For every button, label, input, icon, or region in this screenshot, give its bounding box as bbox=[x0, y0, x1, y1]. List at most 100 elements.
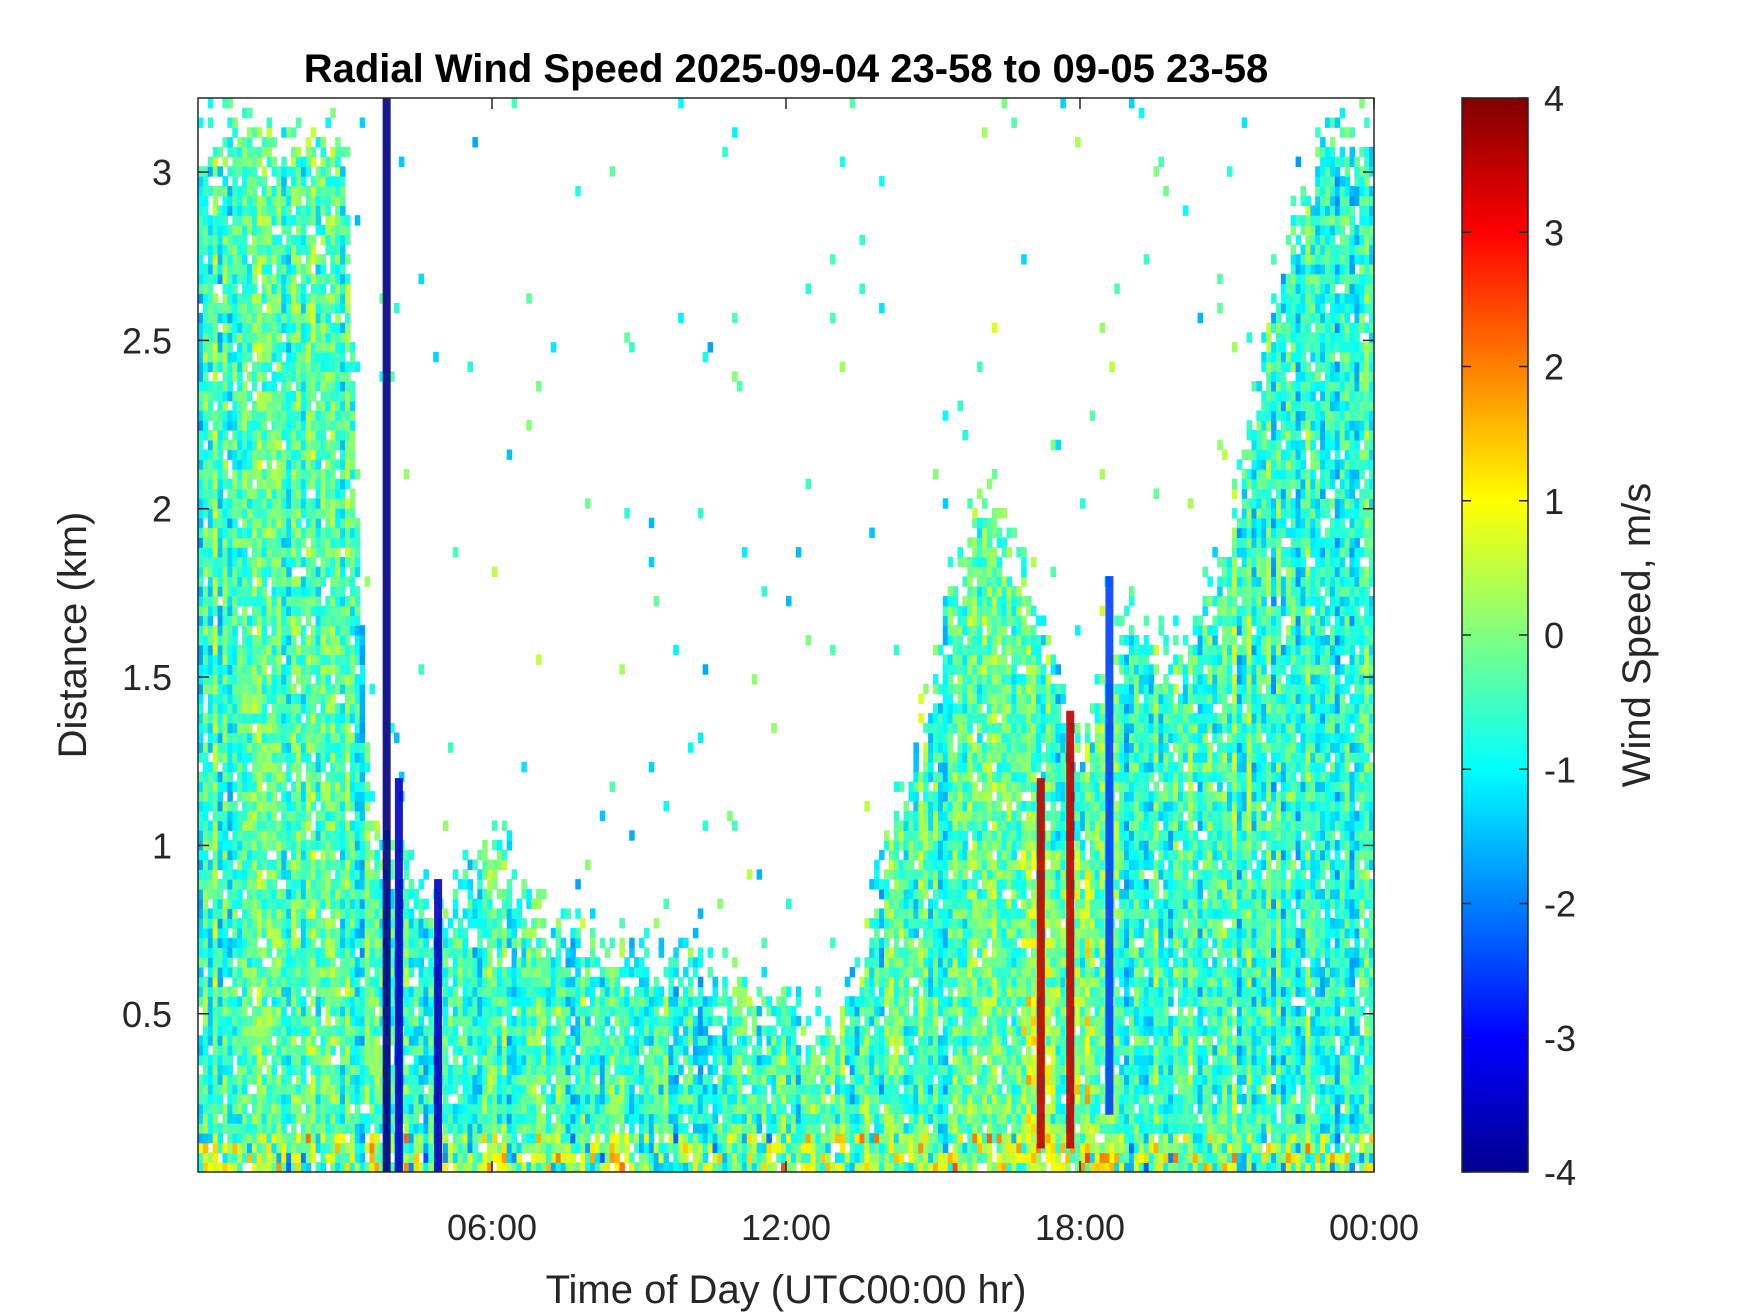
heatmap-cell bbox=[477, 986, 483, 997]
heatmap-cell bbox=[663, 1093, 669, 1105]
heatmap-cell bbox=[487, 1093, 493, 1105]
heatmap-cell bbox=[643, 1054, 650, 1066]
heatmap-cell bbox=[590, 1152, 596, 1163]
heatmap-cell bbox=[222, 1103, 228, 1115]
heatmap-cell bbox=[452, 1045, 459, 1056]
heatmap-cell bbox=[247, 1074, 253, 1085]
heatmap-cell bbox=[359, 791, 366, 802]
heatmap-cell bbox=[408, 996, 415, 1007]
heatmap-cell bbox=[349, 644, 356, 656]
heatmap-cell bbox=[217, 1123, 224, 1134]
heatmap-cell bbox=[335, 791, 341, 802]
heatmap-cell bbox=[217, 185, 224, 197]
heatmap-cell bbox=[227, 98, 233, 109]
heatmap-cell bbox=[281, 576, 287, 587]
heatmap-cell bbox=[222, 771, 228, 783]
heatmap-cell bbox=[217, 517, 224, 529]
heatmap-cell bbox=[560, 967, 567, 978]
heatmap-cell bbox=[325, 273, 331, 285]
heatmap-cell bbox=[531, 1123, 537, 1134]
heatmap-cell bbox=[555, 986, 562, 997]
heatmap-cell bbox=[247, 644, 253, 656]
heatmap-cell bbox=[639, 957, 645, 968]
heatmap-cell bbox=[506, 967, 513, 978]
heatmap-cell bbox=[247, 351, 253, 363]
heatmap-cell bbox=[202, 644, 209, 656]
heatmap-cell bbox=[305, 918, 312, 929]
heatmap-cell bbox=[526, 937, 532, 949]
heatmap-cell bbox=[541, 957, 547, 968]
heatmap-cell bbox=[678, 996, 684, 1007]
heatmap-cell bbox=[256, 566, 263, 578]
heatmap-cell bbox=[320, 986, 326, 997]
heatmap-cell bbox=[305, 1025, 312, 1036]
heatmap-cell bbox=[300, 420, 307, 431]
heatmap-cell bbox=[683, 1074, 689, 1085]
heatmap-cell bbox=[506, 1015, 513, 1027]
heatmap-cell bbox=[389, 1074, 395, 1085]
heatmap-cell bbox=[202, 791, 209, 802]
heatmap-cell bbox=[266, 810, 273, 822]
heatmap-cell bbox=[315, 644, 322, 656]
heatmap-cell bbox=[212, 469, 219, 480]
heatmap-cell bbox=[330, 742, 336, 753]
heatmap-cell bbox=[609, 1025, 616, 1036]
heatmap-cell bbox=[281, 322, 287, 333]
heatmap-cell bbox=[580, 1074, 586, 1085]
heatmap-cell bbox=[315, 820, 322, 831]
heatmap-cell bbox=[305, 752, 312, 763]
heatmap-cell bbox=[320, 732, 326, 743]
heatmap-cell bbox=[707, 947, 714, 958]
heatmap-cell bbox=[291, 1045, 297, 1056]
heatmap-cell bbox=[492, 967, 498, 978]
heatmap-cell bbox=[531, 947, 537, 958]
heatmap-cell bbox=[643, 996, 650, 1007]
heatmap-cell bbox=[707, 1035, 714, 1046]
heatmap-cell bbox=[207, 771, 214, 783]
heatmap-cell bbox=[697, 1035, 704, 1046]
heatmap-cell bbox=[315, 713, 322, 724]
heatmap-cell bbox=[354, 976, 361, 988]
heatmap-cell bbox=[457, 1162, 464, 1172]
heatmap-cell bbox=[697, 1142, 704, 1154]
heatmap-cell bbox=[296, 342, 302, 353]
heatmap-cell bbox=[222, 1113, 228, 1124]
heatmap-cell bbox=[541, 1074, 547, 1085]
heatmap-cell bbox=[477, 1093, 483, 1105]
heatmap-cell bbox=[266, 820, 273, 831]
heatmap-cell bbox=[335, 967, 341, 978]
heatmap-cell bbox=[599, 1025, 606, 1036]
heatmap-cell bbox=[286, 390, 292, 402]
heatmap-cell bbox=[403, 927, 410, 939]
heatmap-cell bbox=[266, 1074, 273, 1085]
heatmap-cell bbox=[653, 1152, 660, 1163]
heatmap-cell bbox=[443, 957, 449, 968]
heatmap-cell bbox=[305, 342, 312, 353]
heatmap-cell bbox=[271, 312, 277, 324]
heatmap-cell bbox=[202, 244, 209, 255]
heatmap-cell bbox=[281, 771, 287, 783]
heatmap-cell bbox=[242, 498, 248, 509]
heatmap-cell bbox=[472, 1074, 478, 1085]
heatmap-cell bbox=[300, 1132, 307, 1144]
heatmap-cell bbox=[217, 224, 224, 236]
heatmap-cell bbox=[374, 898, 380, 909]
heatmap-cell bbox=[570, 1093, 576, 1105]
heatmap-cell bbox=[232, 927, 238, 939]
heatmap-cell bbox=[291, 322, 297, 333]
heatmap-cell bbox=[330, 390, 336, 402]
heatmap-cell bbox=[345, 967, 351, 978]
heatmap-cell bbox=[261, 976, 268, 988]
heatmap-cell bbox=[340, 1162, 346, 1172]
heatmap-cell bbox=[198, 967, 204, 978]
heatmap-cell bbox=[369, 1074, 375, 1085]
heatmap-cell bbox=[707, 1015, 714, 1027]
heatmap-cell bbox=[330, 1006, 336, 1017]
heatmap-cell bbox=[496, 1015, 503, 1027]
heatmap-cell bbox=[247, 595, 253, 607]
heatmap-cell bbox=[227, 869, 233, 880]
heatmap-cell bbox=[222, 322, 228, 333]
heatmap-cell bbox=[261, 918, 268, 929]
heatmap-cell bbox=[227, 517, 233, 529]
heatmap-cell bbox=[340, 840, 346, 851]
